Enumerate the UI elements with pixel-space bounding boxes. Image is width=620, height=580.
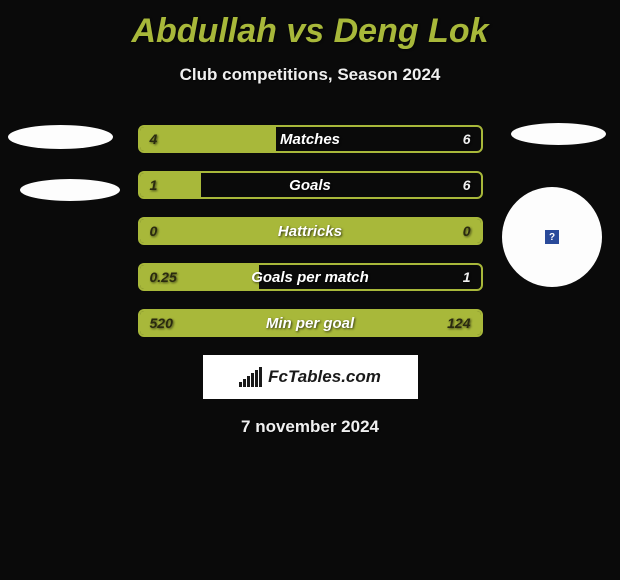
stat-label: Min per goal — [140, 311, 481, 335]
stat-label: Matches — [140, 127, 481, 151]
stat-row: 0Hattricks0 — [138, 217, 483, 245]
page-subtitle: Club competitions, Season 2024 — [0, 65, 620, 85]
stat-value-right: 0 — [463, 219, 471, 243]
question-icon: ? — [545, 230, 559, 244]
stat-value-right: 124 — [447, 311, 470, 335]
player-right-avatar-1 — [511, 123, 606, 145]
logo-bars-icon — [239, 367, 262, 387]
page-title: Abdullah vs Deng Lok — [0, 0, 620, 51]
player-right-avatar-big: ? — [502, 187, 602, 287]
stat-label: Goals — [140, 173, 481, 197]
stat-row: 1Goals6 — [138, 171, 483, 199]
comparison-content: ? 4Matches61Goals60Hattricks00.25Goals p… — [0, 125, 620, 437]
stat-value-right: 1 — [463, 265, 471, 289]
stat-value-right: 6 — [463, 173, 471, 197]
stat-row: 520Min per goal124 — [138, 309, 483, 337]
stats-bars: 4Matches61Goals60Hattricks00.25Goals per… — [138, 125, 483, 337]
logo-text: FcTables.com — [268, 367, 381, 387]
fctables-logo: FcTables.com — [203, 355, 418, 399]
stat-label: Goals per match — [140, 265, 481, 289]
stat-label: Hattricks — [140, 219, 481, 243]
date-text: 7 november 2024 — [0, 417, 620, 437]
stat-value-right: 6 — [463, 127, 471, 151]
player-left-avatar-2 — [20, 179, 120, 201]
stat-row: 4Matches6 — [138, 125, 483, 153]
player-left-avatar-1 — [8, 125, 113, 149]
stat-row: 0.25Goals per match1 — [138, 263, 483, 291]
